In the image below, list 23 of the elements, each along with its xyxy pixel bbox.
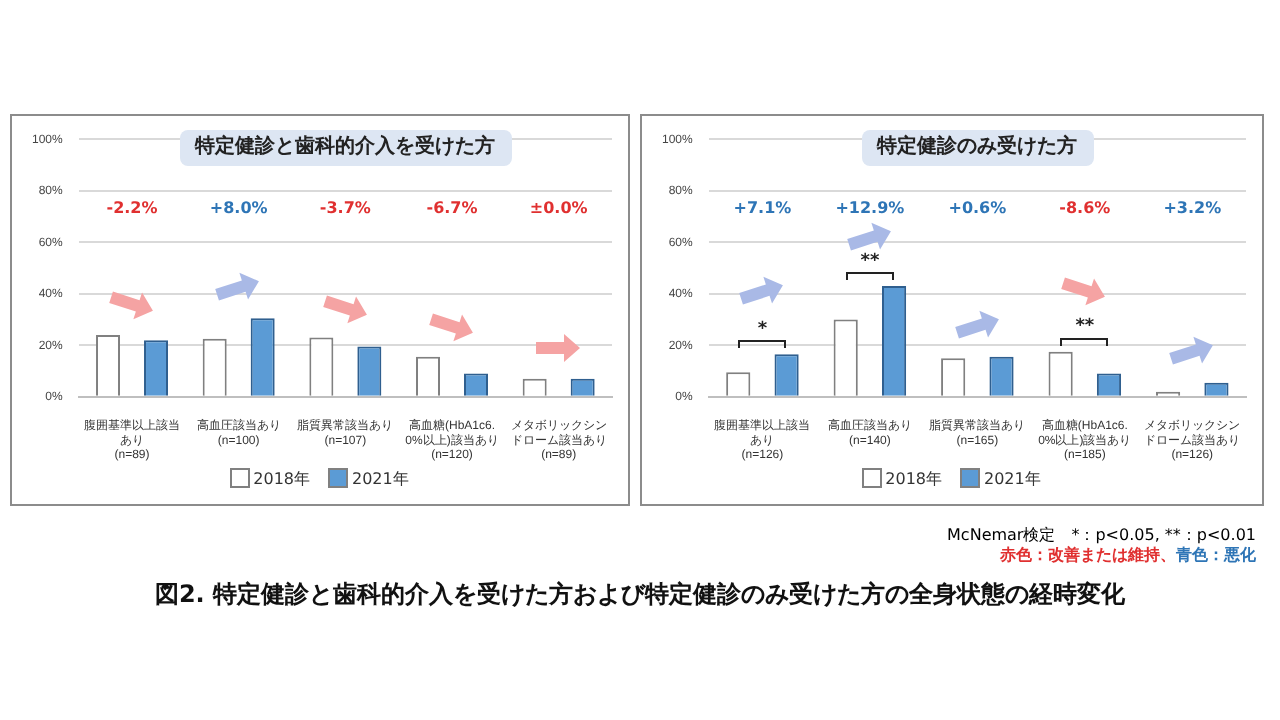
text: McNemar検定 *：p<0.05, **：p<0.01 <box>947 524 1256 546</box>
annotation: -3.7% <box>319 198 371 217</box>
legend-label: 2018年 <box>883 470 942 488</box>
annotation: -8.6% <box>1059 198 1111 217</box>
annotation: -2.2% <box>106 198 158 217</box>
annotation: +3.2% <box>1163 198 1222 217</box>
annotation: ** <box>860 251 880 272</box>
text: 赤色：改善または維持、 <box>1000 546 1176 564</box>
annotation: ** <box>1075 317 1095 338</box>
annotation: +7.1% <box>733 198 792 217</box>
text: 青色：悪化 <box>1176 546 1256 564</box>
chart-title: 特定健診と歯科的介入を受けた方 <box>179 130 512 166</box>
legend-label: 2021年 <box>982 470 1041 488</box>
legend-label: 2018年 <box>251 470 310 488</box>
chart-title: 特定健診のみ受けた方 <box>861 130 1094 166</box>
annotation: +8.0% <box>209 198 268 217</box>
annotation: +0.6% <box>948 198 1007 217</box>
annotation: ±0.0% <box>529 198 588 217</box>
annotation: * <box>757 319 768 340</box>
annotation: +12.9% <box>835 198 905 217</box>
legend-label: 2021年 <box>350 470 409 488</box>
annotation: -6.7% <box>426 198 478 217</box>
caption: 図2. 特定健診と歯科的介入を受けた方および特定健診のみ受けた方の全身状態の経時変化 <box>152 578 1128 612</box>
